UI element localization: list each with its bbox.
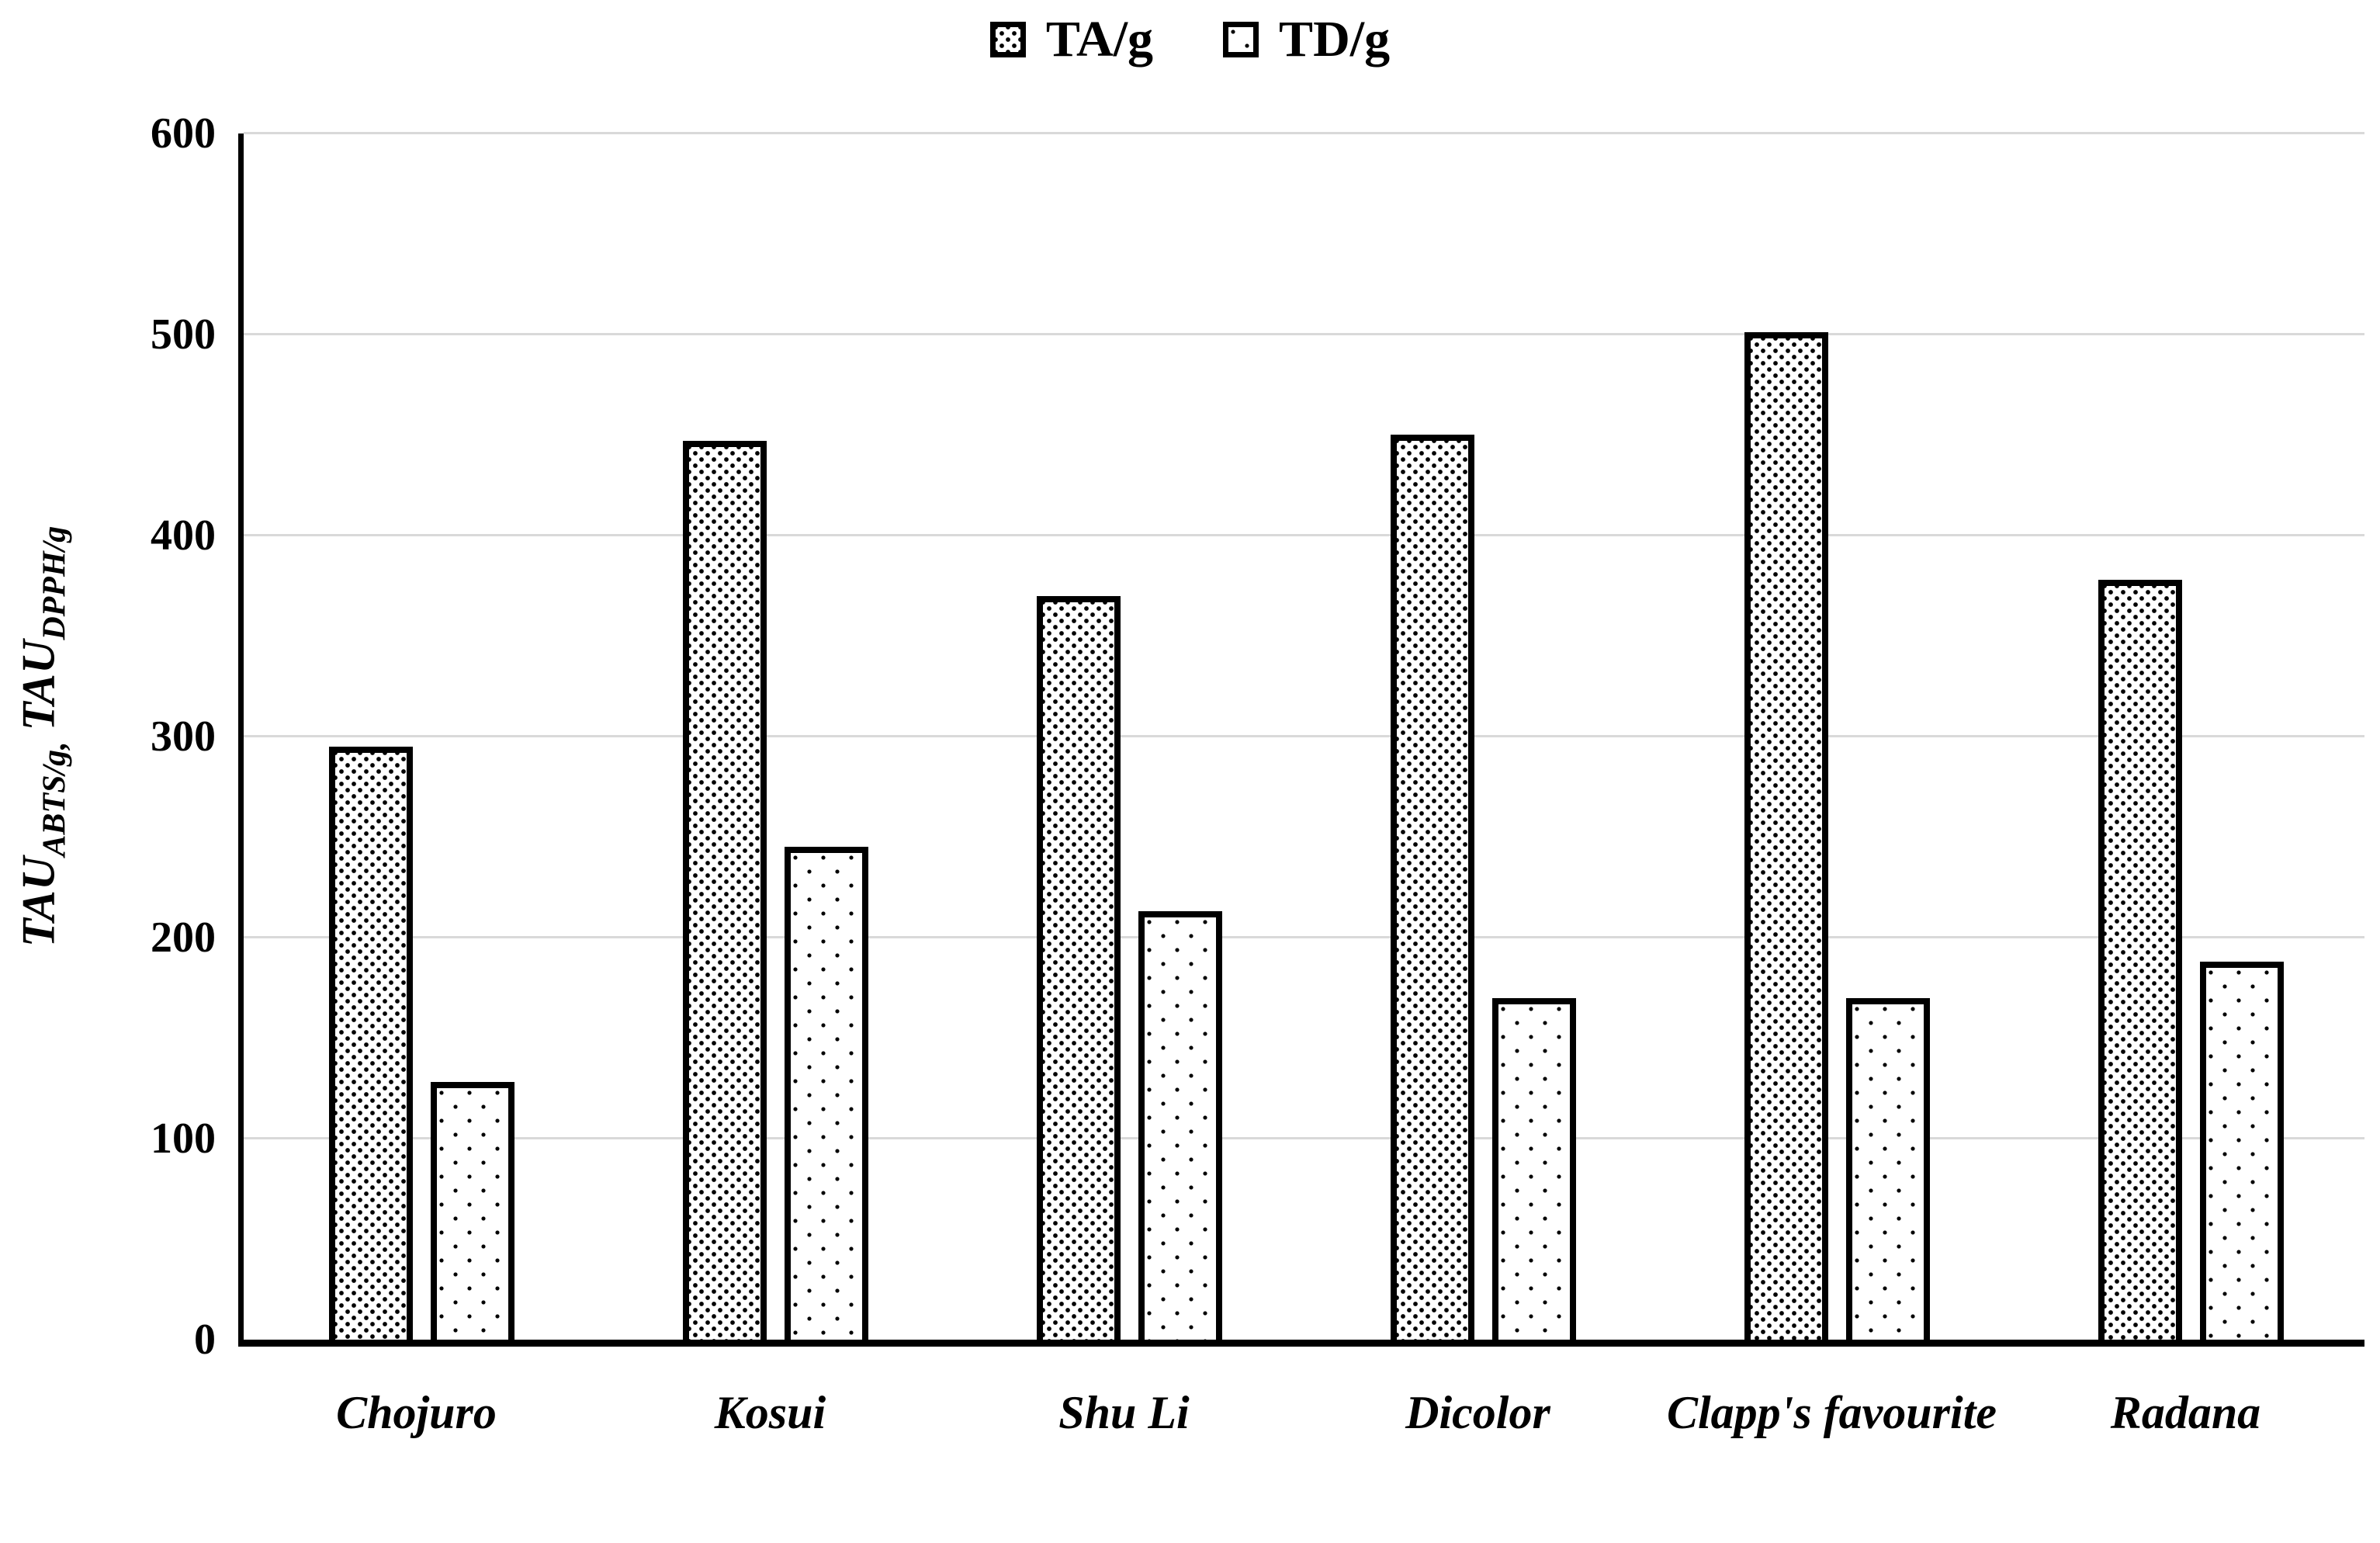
bar-td-g-clapp-s-favourite	[1846, 998, 1930, 1340]
y-tick-600: 600	[151, 109, 216, 158]
y-axis-tick-labels: 0 100 200 300 400 500 600	[0, 109, 216, 1364]
y-tick-400: 400	[151, 511, 216, 560]
gridline-500	[244, 333, 2364, 335]
legend-label-td: TD/g	[1279, 11, 1391, 68]
x-label-kosui: Kosui	[714, 1387, 826, 1438]
legend-label-ta: TA/g	[1045, 11, 1154, 68]
bar-td-g-chojuro	[431, 1082, 514, 1340]
y-tick-100: 100	[151, 1115, 216, 1163]
x-label-radana: Radana	[2110, 1387, 2261, 1438]
bar-td-g-radana	[2200, 962, 2284, 1340]
bar-td-g-kosui	[785, 847, 868, 1340]
gridline-400	[244, 534, 2364, 536]
bar-ta-g-radana	[2098, 580, 2182, 1340]
legend-swatch-ta-pattern	[989, 22, 1026, 57]
gridline-600	[244, 132, 2364, 134]
y-tick-0: 0	[194, 1316, 216, 1364]
y-tick-300: 300	[151, 713, 216, 761]
x-label-shu-li: Shu Li	[1058, 1387, 1190, 1438]
bar-ta-g-clapp-s-favourite	[1744, 332, 1828, 1340]
y-tick-200: 200	[151, 914, 216, 962]
x-label-dicolor: Dicolor	[1405, 1387, 1550, 1438]
plot-area	[238, 132, 2364, 1347]
legend-item-td: TD/g	[1223, 14, 1390, 65]
x-label-chojuro: Chojuro	[336, 1387, 497, 1438]
bar-ta-g-kosui	[683, 441, 767, 1340]
legend-item-ta: TA/g	[989, 11, 1154, 68]
bar-td-g-shu-li	[1138, 911, 1222, 1340]
legend: TA/g TD/g	[0, 14, 2380, 65]
gridline-300	[244, 735, 2364, 737]
bar-ta-g-chojuro	[329, 747, 413, 1340]
gridline-200	[244, 936, 2364, 938]
bar-ta-g-shu-li	[1037, 596, 1121, 1340]
x-label-clapp-s-favourite: Clapp's favourite	[1666, 1387, 1997, 1438]
bar-ta-g-dicolor	[1391, 435, 1474, 1340]
bar-td-g-dicolor	[1492, 998, 1576, 1340]
y-tick-500: 500	[151, 310, 216, 359]
legend-swatch-td-pattern	[1223, 22, 1259, 57]
gridline-100	[244, 1137, 2364, 1139]
